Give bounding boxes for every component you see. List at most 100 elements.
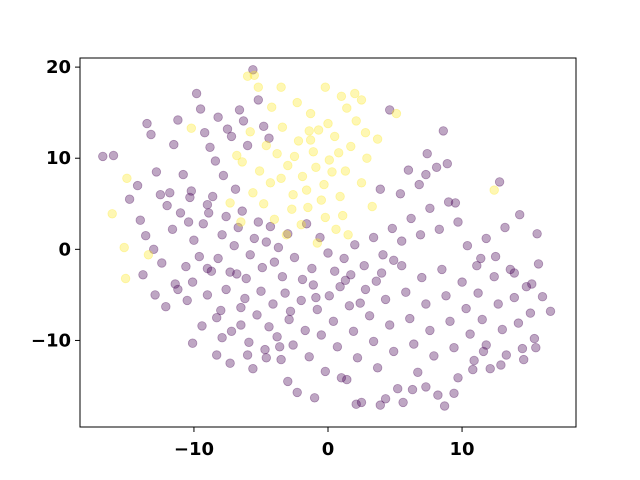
scatter-point	[439, 401, 450, 411]
scatter-point	[226, 131, 237, 142]
scatter-point	[389, 346, 399, 357]
scatter-point	[238, 116, 249, 126]
scatter-point	[165, 188, 175, 198]
scatter-point	[449, 343, 459, 353]
scatter-point	[431, 162, 442, 173]
scatter-point	[162, 200, 172, 211]
scatter-point	[494, 177, 505, 187]
scatter-point	[307, 263, 317, 274]
x-tick-label: −10	[174, 439, 214, 460]
scatter-point	[457, 277, 467, 287]
scatter-point	[151, 167, 162, 177]
scatter-point	[397, 261, 407, 271]
scatter-point	[194, 251, 205, 262]
points-layer	[98, 65, 556, 411]
scatter-point	[261, 140, 272, 151]
scatter-point	[135, 215, 146, 225]
scatter-point	[301, 185, 312, 195]
scatter-point	[473, 288, 483, 298]
scatter-point	[323, 118, 333, 129]
scatter-point	[391, 108, 402, 119]
scatter-point	[264, 133, 274, 143]
scatter-point	[230, 184, 241, 194]
scatter-point	[469, 355, 479, 366]
scatter-point	[485, 364, 495, 374]
scatter-point	[242, 350, 253, 360]
scatter-point	[331, 224, 341, 235]
x-axis: −10 0 10	[174, 427, 475, 460]
scatter-point	[233, 222, 243, 233]
scatter-point	[376, 268, 387, 278]
scatter-point	[422, 148, 432, 159]
scatter-point	[229, 240, 239, 251]
scatter-point	[253, 217, 263, 227]
scatter-point	[371, 276, 382, 286]
scatter-point	[415, 230, 426, 240]
scatter-point	[257, 262, 268, 273]
scatter-point	[221, 211, 231, 222]
scatter-point	[401, 287, 411, 297]
scatter-point	[449, 388, 459, 399]
x-tick-label: 0	[322, 439, 335, 460]
scatter-point	[360, 284, 371, 295]
scatter-point	[445, 316, 455, 327]
scatter-point	[283, 229, 293, 239]
scatter-point	[305, 135, 316, 145]
scatter-point	[438, 126, 449, 136]
scatter-point	[267, 102, 277, 112]
scatter-point	[527, 279, 537, 289]
scatter-point	[268, 299, 278, 309]
scatter-point	[320, 366, 331, 377]
scatter-point	[531, 343, 541, 353]
scatter-point	[195, 104, 206, 114]
scatter-point	[313, 125, 324, 135]
scatter-point	[213, 253, 223, 264]
scatter-point	[256, 286, 266, 296]
scatter-point	[360, 127, 371, 138]
scatter-point	[217, 333, 227, 343]
scatter-point	[481, 233, 491, 244]
scatter-point	[276, 354, 286, 365]
scatter-point	[441, 291, 451, 301]
scatter-point	[421, 299, 431, 309]
scatter-point	[242, 140, 253, 151]
scatter-point	[187, 277, 198, 287]
scatter-point	[338, 210, 348, 221]
scatter-point	[297, 274, 308, 285]
scatter-point	[181, 261, 191, 272]
scatter-point	[293, 136, 304, 146]
scatter-point	[489, 185, 499, 195]
y-tick-label: 0	[58, 239, 71, 260]
scatter-point	[476, 253, 486, 264]
scatter-point	[429, 351, 439, 361]
scatter-point	[273, 242, 284, 253]
scatter-point	[468, 364, 478, 375]
scatter-point	[342, 374, 352, 385]
scatter-point	[285, 306, 296, 317]
scatter-point	[425, 203, 435, 214]
scatter-point	[351, 116, 361, 126]
scatter-point	[368, 232, 379, 243]
scatter-point	[186, 186, 197, 196]
scatter-point	[545, 306, 556, 317]
scatter-point	[210, 156, 221, 166]
scatter-point	[240, 293, 250, 304]
scatter-point	[169, 139, 179, 150]
scatter-point	[253, 82, 263, 92]
scatter-point	[339, 253, 349, 264]
scatter-point	[191, 88, 202, 99]
scatter-point	[211, 313, 222, 323]
scatter-point	[320, 82, 331, 92]
scatter-point	[301, 219, 312, 229]
scatter-point	[330, 131, 340, 142]
scatter-point	[272, 332, 282, 342]
scatter-point	[303, 202, 313, 213]
scatter-point	[202, 263, 213, 274]
scatter-point	[393, 384, 403, 394]
scatter-point	[259, 121, 269, 132]
scatter-point	[292, 387, 302, 398]
scatter-point	[207, 191, 218, 202]
scatter-point	[217, 230, 227, 240]
scatter-point	[375, 400, 386, 410]
scatter-point	[261, 353, 272, 363]
